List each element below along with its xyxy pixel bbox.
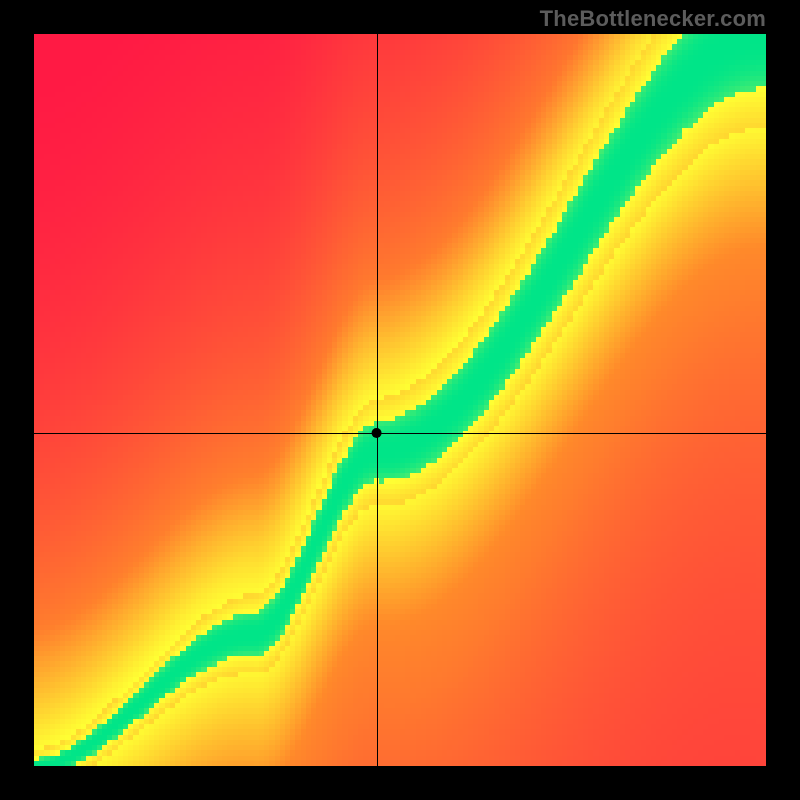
bottleneck-heatmap — [0, 0, 800, 800]
watermark-text: TheBottlenecker.com — [540, 6, 766, 32]
chart-root: TheBottlenecker.com — [0, 0, 800, 800]
